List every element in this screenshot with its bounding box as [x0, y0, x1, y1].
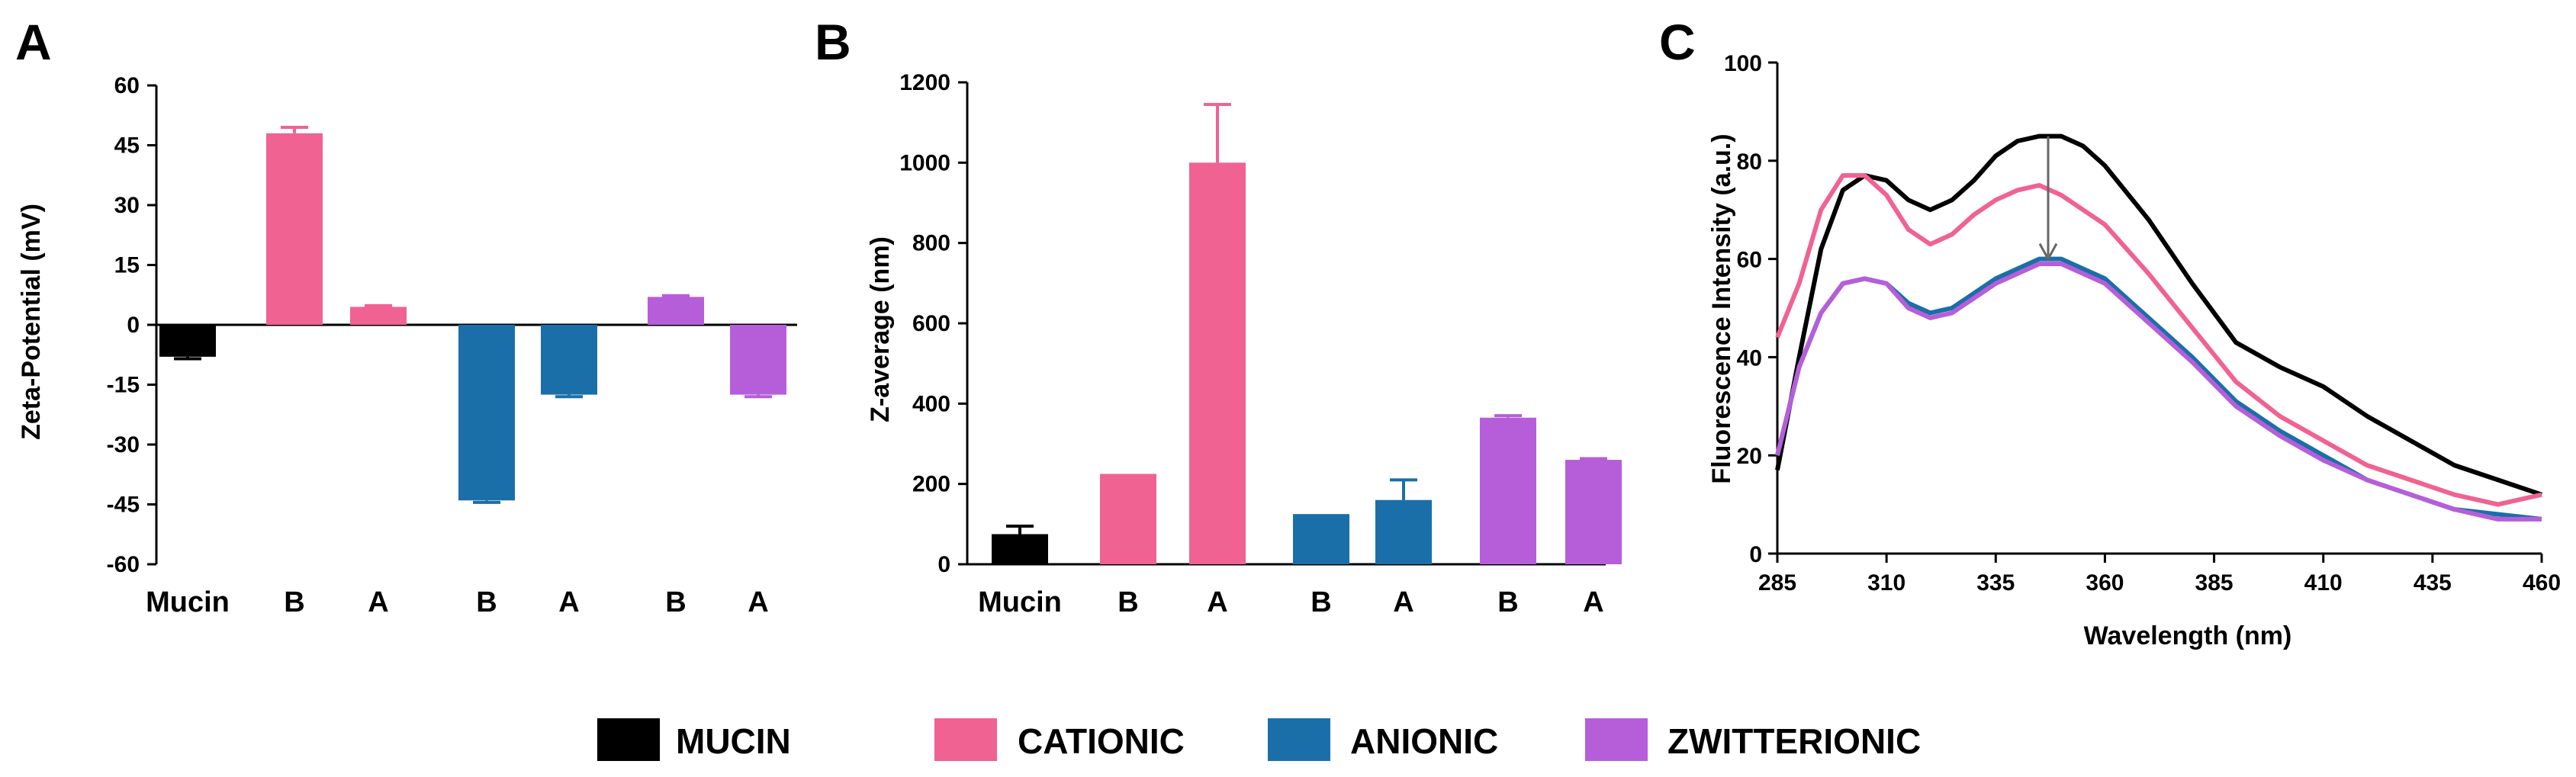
x-category-label: A	[1207, 586, 1227, 618]
x-category-label: Mucin	[978, 586, 1062, 618]
x-tick-label: 385	[2195, 570, 2233, 596]
x-tick-label: 360	[2086, 570, 2124, 596]
bar-cationic	[266, 133, 323, 325]
panel-letter-c: C	[1659, 14, 1696, 70]
y-tick-label: 60	[1737, 248, 1762, 273]
y-tick-label: 0	[937, 552, 950, 577]
x-category-label: A	[1393, 586, 1413, 618]
legend-label-zwitterionic: ZWITTERIONIC	[1667, 721, 1921, 761]
bar-anionic	[541, 325, 597, 395]
x-category-label: A	[558, 586, 579, 618]
x-tick-label: 460	[2523, 570, 2561, 596]
y-tick-label: 400	[912, 391, 950, 416]
bar-zwitterionic	[730, 325, 786, 395]
y-tick-label: 800	[912, 231, 950, 256]
series-line-mucin	[1775, 133, 2542, 497]
bar-mucin	[159, 325, 216, 357]
y-tick-label: 1200	[899, 70, 950, 95]
y-tick-label: -60	[107, 552, 140, 577]
panel-letter-b: B	[815, 14, 851, 70]
y-tick-label: 0	[1749, 542, 1762, 567]
y-tick-label: 30	[114, 193, 140, 218]
y-tick-label: 45	[114, 133, 140, 159]
x-tick-label: 335	[1976, 570, 2015, 596]
y-tick-label: 15	[114, 253, 140, 278]
series-line-anionic	[1775, 256, 2542, 522]
bar-anionic	[1375, 499, 1432, 564]
series-line-cationic	[1775, 173, 2542, 507]
bar-cationic	[350, 307, 407, 325]
x-category-label: A	[1583, 586, 1603, 618]
panel-b-zaverage-chart: Z-average (nm) 0 200 400 600 800 1000 1200 Muci…	[866, 70, 1622, 618]
legend-swatch-cationic	[934, 718, 997, 761]
legend-label-cationic: CATIONIC	[1018, 721, 1185, 761]
x-category-label: B	[476, 586, 497, 618]
panel-c-fluorescence-chart: Fluorescence Intensity (a.u.) Wavelength…	[1707, 51, 2561, 650]
y-tick-label: 600	[912, 311, 950, 336]
y-tick-label: -15	[107, 373, 140, 398]
x-category-label: B	[1497, 586, 1518, 618]
x-category-label: Mucin	[146, 586, 230, 618]
legend: MUCIN CATIONIC ANIONIC ZWITTERIONIC	[597, 718, 1921, 761]
bar-cationic	[1100, 474, 1156, 564]
arrow-head	[2038, 242, 2058, 262]
bar-cationic	[1189, 162, 1246, 565]
y-tick-label: 100	[1724, 51, 1762, 76]
x-category-label: B	[665, 586, 686, 618]
x-category-label: B	[1118, 586, 1138, 618]
legend-label-anionic: ANIONIC	[1350, 721, 1498, 761]
x-tick-label: 435	[2414, 570, 2452, 596]
panel-b-ylabel: Z-average (nm)	[866, 236, 895, 422]
y-tick-label: 80	[1737, 149, 1762, 175]
y-tick-label: 0	[127, 313, 140, 338]
y-tick-label: 200	[912, 472, 950, 497]
y-tick-label: 60	[114, 73, 140, 98]
legend-swatch-anionic	[1268, 718, 1330, 761]
x-category-label: B	[284, 586, 304, 618]
x-category-label: A	[748, 586, 768, 618]
legend-swatch-zwitterionic	[1585, 718, 1648, 761]
y-tick-label: 1000	[899, 150, 950, 175]
panel-c-ylabel: Fluorescence Intensity (a.u.)	[1707, 133, 1736, 483]
x-tick-label: 285	[1758, 570, 1796, 596]
y-tick-label: 20	[1737, 444, 1762, 469]
bar-anionic	[1293, 514, 1349, 564]
y-tick-label: -45	[107, 493, 140, 518]
bar-zwitterionic	[1480, 417, 1536, 564]
legend-swatch-mucin	[597, 718, 660, 761]
x-category-label: A	[368, 586, 388, 618]
x-category-label: B	[1311, 586, 1331, 618]
panel-letter-a: A	[15, 14, 52, 70]
legend-label-mucin: MUCIN	[676, 721, 791, 761]
panel-c-xlabel: Wavelength (nm)	[2084, 621, 2292, 650]
panel-a-ylabel: Zeta-Potential (mV)	[17, 204, 46, 440]
y-tick-label: 40	[1737, 345, 1762, 371]
series-line-zwitterionic	[1775, 262, 2542, 522]
panel-a-zeta-chart: Zeta-Potential (mV) 60 45 30 15 0 -15 -30 -45 -6…	[17, 73, 797, 618]
x-tick-label: 410	[2304, 570, 2343, 596]
x-tick-label: 310	[1867, 570, 1905, 596]
bar-mucin	[992, 534, 1048, 564]
bar-zwitterionic	[1565, 460, 1622, 564]
bar-zwitterionic	[648, 297, 704, 325]
bar-anionic	[458, 325, 515, 501]
y-tick-label: -30	[107, 432, 140, 458]
